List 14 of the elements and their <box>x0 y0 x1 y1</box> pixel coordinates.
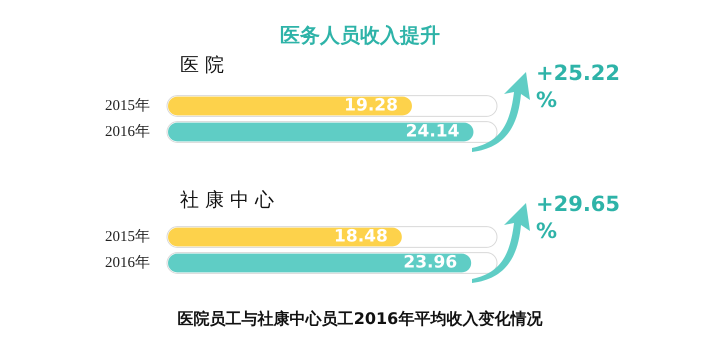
data-label: 19.28 <box>344 95 398 116</box>
data-label: 24.14 <box>406 121 460 142</box>
y-tick-label: 2015年 <box>105 228 150 245</box>
data-label: 23.96 <box>403 252 458 272</box>
chart-subtitle: 医 院 <box>180 53 224 78</box>
data-label: 18.48 <box>334 226 388 246</box>
chart-title: 医务人员收入提升 <box>279 22 441 49</box>
text: +25.22 % <box>536 60 620 114</box>
y-tick-label: 2016年 <box>105 254 150 271</box>
y-tick-label: 2015年 <box>105 96 150 114</box>
y-tick-label: 2016年 <box>105 122 150 140</box>
text: 医院员工与社康中心员工2016年平均收入变化情况 <box>176 309 544 330</box>
text: +29.65 % <box>536 191 620 245</box>
chart-title: 社 康 中 心 <box>180 188 274 213</box>
